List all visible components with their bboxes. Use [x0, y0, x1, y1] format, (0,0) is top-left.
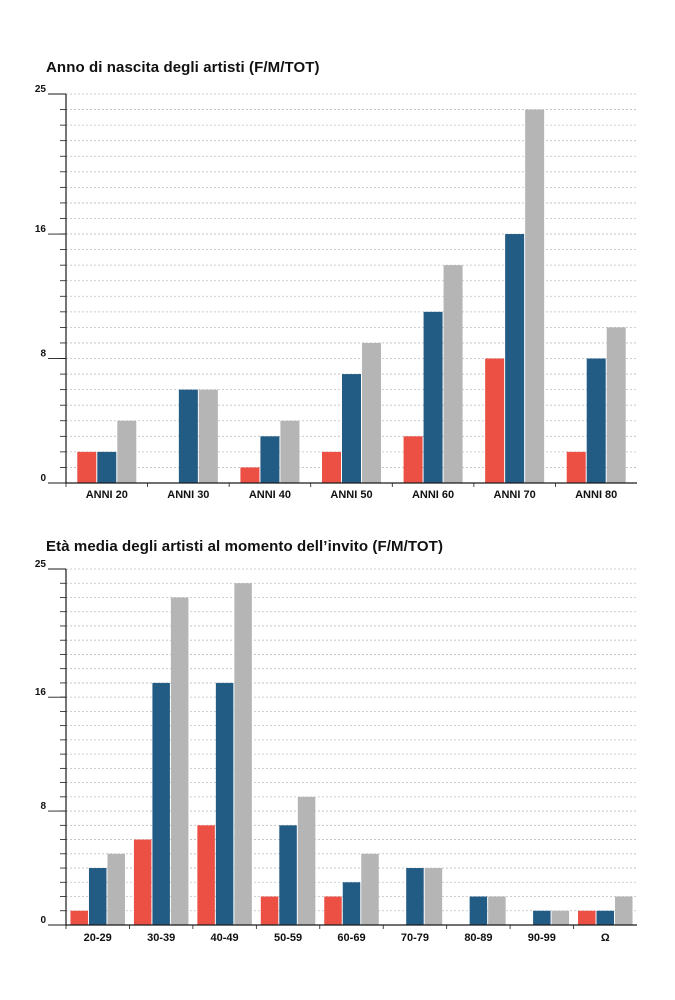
- y-tick-label: 16: [35, 224, 47, 235]
- bar-m: [97, 451, 117, 483]
- chart-title: Età media degli artisti al momento dell’…: [46, 538, 444, 555]
- bar-tot: [280, 420, 300, 483]
- x-tick-label: ANNI 80: [575, 489, 617, 501]
- x-tick-label: 70-79: [401, 932, 429, 944]
- y-tick-label: 8: [40, 349, 46, 360]
- y-tick-label: 25: [35, 84, 47, 95]
- bar-m: [423, 311, 443, 483]
- bar-m: [505, 234, 525, 483]
- bar-tot: [234, 583, 252, 925]
- bar-m: [152, 682, 170, 925]
- bar-m: [215, 682, 234, 925]
- bar-f: [403, 436, 423, 483]
- bar-f: [485, 358, 505, 483]
- bar-f: [197, 825, 215, 925]
- bar-m: [279, 825, 297, 925]
- bar-m: [469, 896, 488, 925]
- bar-m: [586, 358, 606, 483]
- bar-tot: [606, 327, 626, 483]
- x-tick-label: 90-99: [528, 932, 556, 944]
- y-tick-label: 0: [40, 915, 46, 926]
- chart-birth-decade-plot: 0 8 16 25 ANNI 20 ANNI 30 ANNI 40 ANNI 50 ANNI 6…: [35, 84, 637, 501]
- x-tick-label: 30-39: [147, 932, 175, 944]
- chart-title: Anno di nascita degli artisti (F/M/TOT): [46, 59, 320, 76]
- x-tick-label: ANNI 30: [167, 489, 209, 501]
- x-tick-label: ANNI 60: [412, 489, 454, 501]
- x-tick-label: 60-69: [337, 932, 365, 944]
- bar-tot: [488, 896, 506, 925]
- x-tick-label: ANNI 20: [86, 489, 128, 501]
- x-tick-label: 50-59: [274, 932, 302, 944]
- bar-f: [77, 451, 97, 483]
- bar-tot: [615, 896, 633, 925]
- bar-m: [260, 436, 280, 483]
- x-tick-label: ANNI 40: [249, 489, 291, 501]
- bar-m: [406, 868, 424, 925]
- bar-m: [88, 868, 107, 925]
- y-tick-label: 25: [35, 559, 47, 570]
- bar-m: [342, 374, 361, 483]
- y-tick-label: 16: [35, 687, 47, 698]
- x-tick-label: 20-29: [84, 932, 112, 944]
- bar-tot: [362, 342, 381, 483]
- bar-f: [578, 910, 596, 925]
- bar-tot: [170, 597, 189, 925]
- bar-f: [260, 896, 279, 925]
- y-tick-label: 0: [40, 473, 46, 484]
- x-tick-label: ANNI 70: [494, 489, 536, 501]
- bar-tot: [198, 389, 218, 483]
- x-tick-label: Ω: [601, 932, 610, 944]
- bar-m: [533, 910, 551, 925]
- bar-tot: [424, 868, 443, 925]
- y-tick-label: 8: [40, 801, 46, 812]
- x-tick-label: 80-89: [464, 932, 492, 944]
- bar-m: [596, 910, 615, 925]
- bar-tot: [525, 109, 545, 483]
- bar-f: [322, 451, 341, 483]
- bar-f: [566, 451, 586, 483]
- bar-m: [178, 389, 198, 483]
- x-tick-label: ANNI 50: [330, 489, 372, 501]
- bar-tot: [443, 265, 463, 483]
- bar-f: [240, 467, 260, 483]
- bar-tot: [107, 853, 125, 925]
- bar-tot: [551, 910, 570, 925]
- bar-tot: [361, 853, 379, 925]
- bar-tot: [117, 420, 137, 483]
- bar-m: [342, 882, 361, 925]
- bar-f: [133, 839, 152, 925]
- bar-f: [324, 896, 342, 925]
- x-tick-label: 40-49: [211, 932, 239, 944]
- bar-f: [70, 910, 88, 925]
- bar-tot: [297, 796, 316, 925]
